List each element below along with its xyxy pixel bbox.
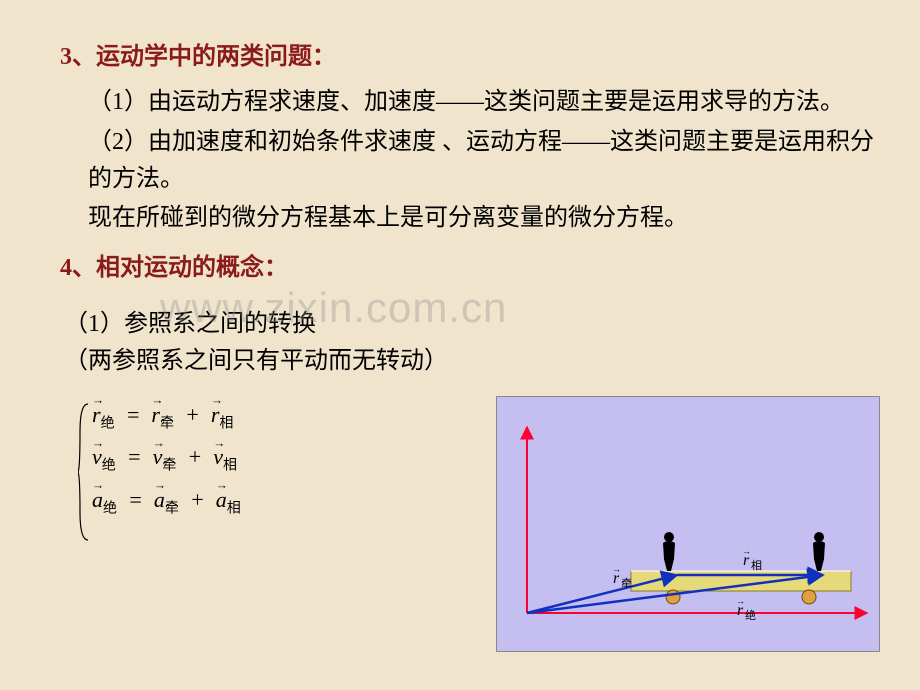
diagram-svg: r牵→r相→r绝→ (497, 397, 881, 653)
paragraph-1: （1）由运动方程求速度、加速度——这类问题主要是运用求导的方法。 (40, 84, 880, 121)
heading-4: 4、相对运动的概念： (40, 249, 880, 287)
svg-text:→: → (612, 564, 621, 574)
svg-text:相: 相 (751, 559, 762, 572)
sub-line-2: （两参照系之间只有平动而无转动） (64, 343, 440, 380)
brace-icon (78, 402, 90, 542)
paragraph-2: （2）由加速度和初始条件求速度 、运动方程——这类问题主要是运用积分的方法。 (40, 124, 880, 198)
sub-line-1: （1）参照系之间的转换 (64, 306, 440, 343)
relative-motion-diagram: r牵→r相→r绝→ (496, 396, 880, 652)
svg-text:牵: 牵 (621, 577, 632, 590)
svg-text:绝: 绝 (745, 608, 756, 622)
heading-3: 3、运动学中的两类问题： (40, 38, 880, 76)
paragraph-3: 现在所碰到的微分方程基本上是可分离变量的微分方程。 (40, 200, 880, 237)
svg-text:→: → (742, 546, 751, 556)
svg-text:→: → (736, 596, 745, 606)
